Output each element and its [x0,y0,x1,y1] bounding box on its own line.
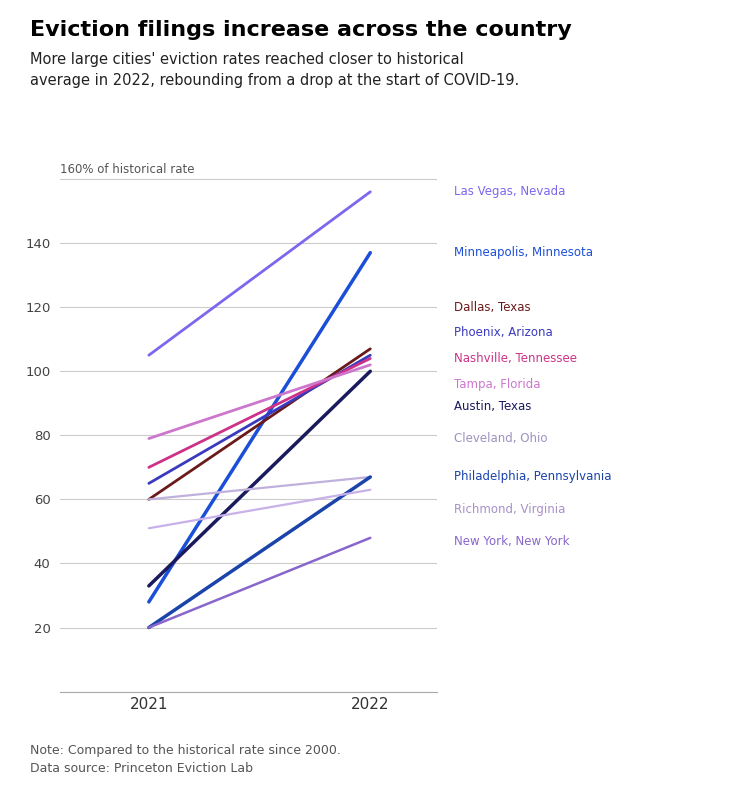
Text: New York, New York: New York, New York [455,534,570,548]
Text: Minneapolis, Minnesota: Minneapolis, Minnesota [455,246,593,259]
Text: Richmond, Virginia: Richmond, Virginia [455,502,566,515]
Text: Las Vegas, Nevada: Las Vegas, Nevada [455,185,566,198]
Text: Nashville, Tennessee: Nashville, Tennessee [455,352,578,365]
Text: Tampa, Florida: Tampa, Florida [455,378,541,390]
Text: 160% of historical rate: 160% of historical rate [60,163,195,176]
Text: Phoenix, Arizona: Phoenix, Arizona [455,326,553,339]
Text: Note: Compared to the historical rate since 2000.
Data source: Princeton Evictio: Note: Compared to the historical rate si… [30,744,341,775]
Text: Eviction filings increase across the country: Eviction filings increase across the cou… [30,20,572,40]
Text: Cleveland, Ohio: Cleveland, Ohio [455,432,548,445]
Text: Austin, Texas: Austin, Texas [455,400,532,413]
Text: More large cities' eviction rates reached closer to historical
average in 2022, : More large cities' eviction rates reache… [30,52,520,87]
Text: Philadelphia, Pennsylvania: Philadelphia, Pennsylvania [455,471,612,483]
Text: Dallas, Texas: Dallas, Texas [455,301,531,314]
